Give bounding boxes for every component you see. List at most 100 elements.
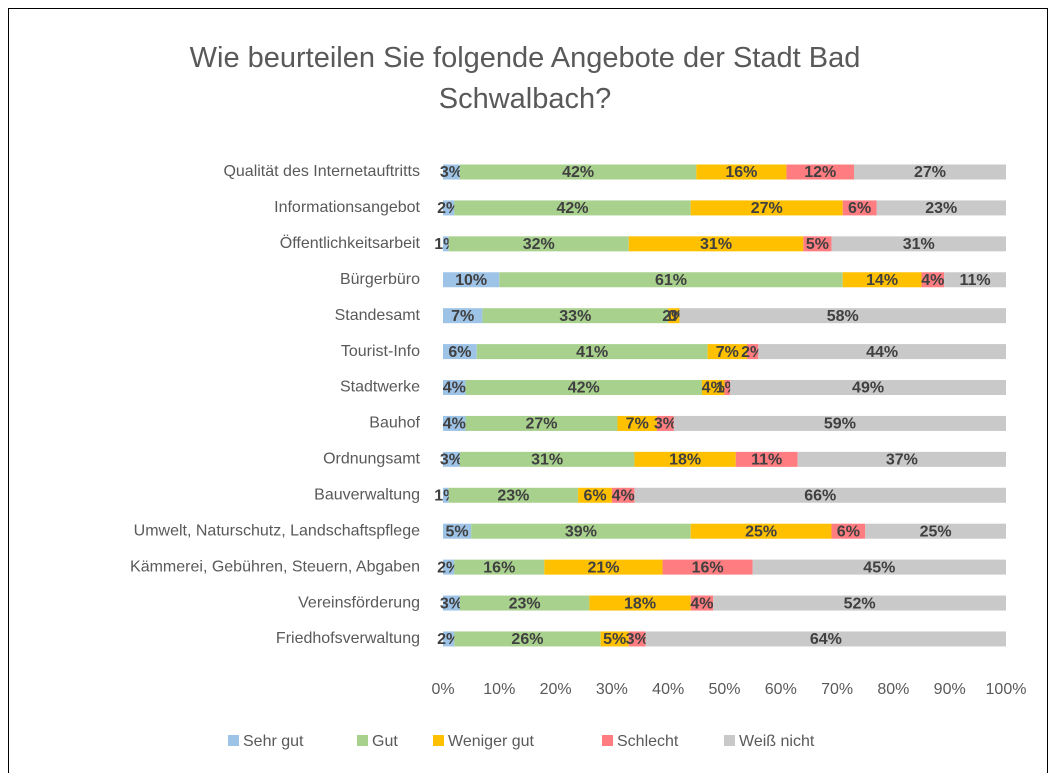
bar-segment <box>459 164 697 180</box>
data-label: 31% <box>531 452 563 469</box>
data-label: 4% <box>443 380 466 397</box>
data-label: 3% <box>440 452 463 469</box>
data-label: 7% <box>626 416 649 433</box>
bar-segment <box>701 380 725 396</box>
data-label: 42% <box>568 380 600 397</box>
data-label: 4% <box>612 487 635 504</box>
y-tick-label: Stadtwerke <box>340 379 420 396</box>
bar-segment <box>465 415 618 431</box>
bar-segment <box>443 236 449 252</box>
data-label: 58% <box>827 308 859 325</box>
bar-segment <box>713 595 1006 611</box>
bar-segment <box>454 631 601 647</box>
bar-segment <box>443 595 460 611</box>
y-tick-label: Informationsangebot <box>274 199 420 216</box>
bar-segment <box>842 272 922 288</box>
data-label: 21% <box>587 559 619 576</box>
y-tick-label: Qualität des Internetauftritts <box>223 163 420 180</box>
bar-segment <box>730 380 1006 396</box>
bar-segment <box>634 451 736 467</box>
bar-segment <box>668 308 680 324</box>
data-label: 39% <box>565 523 597 540</box>
legend-swatch <box>724 735 735 746</box>
bar-segment <box>476 344 708 360</box>
bar-segment <box>454 200 691 216</box>
bar-segment <box>662 559 753 575</box>
bar-segment <box>482 308 669 324</box>
bar-segment <box>443 308 483 324</box>
bar-segment <box>611 487 635 503</box>
data-label: 3% <box>440 164 463 181</box>
legend-label: Gut <box>372 733 398 750</box>
bar-segment <box>448 487 579 503</box>
bar-segment <box>459 451 635 467</box>
data-label: 42% <box>556 200 588 217</box>
data-label: 18% <box>624 595 656 612</box>
y-tick-label: Bauverwaltung <box>314 486 420 503</box>
bar-segment <box>724 380 731 396</box>
bar-segment <box>443 344 477 360</box>
data-label: 3% <box>440 595 463 612</box>
data-label: 23% <box>925 200 957 217</box>
bar-segment <box>443 451 460 467</box>
x-tick-label: 60% <box>765 681 797 698</box>
bar-segment <box>690 200 843 216</box>
legend-label: Weniger gut <box>448 733 535 750</box>
data-label: 25% <box>745 523 777 540</box>
bar-segment <box>600 631 629 647</box>
chart-frame <box>8 8 1048 773</box>
x-tick-label: 30% <box>596 681 628 698</box>
bar-segment <box>471 523 691 539</box>
legend-label: Sehr gut <box>243 733 304 750</box>
data-label: 64% <box>810 631 842 648</box>
data-label: 49% <box>852 380 884 397</box>
data-label: 37% <box>886 452 918 469</box>
bar-segment <box>797 451 1006 467</box>
bar-segment <box>735 451 798 467</box>
legend-swatch <box>228 735 239 746</box>
bar-segment <box>499 272 843 288</box>
bar-segment <box>679 308 1006 324</box>
bar-segment <box>645 631 1006 647</box>
bar-segment <box>690 523 832 539</box>
bar-segment <box>656 415 674 431</box>
data-label: 6% <box>583 487 606 504</box>
data-label: 11% <box>751 452 782 469</box>
bar-segment <box>673 415 1006 431</box>
bar-segment <box>696 164 787 180</box>
x-tick-label: 40% <box>652 681 684 698</box>
data-label: 18% <box>669 452 701 469</box>
data-label: 7% <box>716 344 739 361</box>
bar-segment <box>454 559 545 575</box>
data-label: 16% <box>483 559 515 576</box>
data-label: 6% <box>448 344 471 361</box>
y-tick-label: Umwelt, Naturschutz, Landschaftspflege <box>134 522 420 539</box>
data-label: 52% <box>844 595 876 612</box>
data-label: 44% <box>866 344 898 361</box>
bar-segment <box>443 487 449 503</box>
bar-segment <box>448 236 629 252</box>
bar-segment <box>752 559 1006 575</box>
x-tick-label: 90% <box>934 681 966 698</box>
data-label: 4% <box>443 416 466 433</box>
data-label: 12% <box>804 164 836 181</box>
bar-segment <box>443 380 466 396</box>
bar-segment <box>876 200 1006 216</box>
data-label: 66% <box>804 487 836 504</box>
bar-segment <box>747 344 759 360</box>
data-label: 27% <box>526 416 558 433</box>
bar-segment <box>544 559 663 575</box>
bar-segment <box>803 236 832 252</box>
bar-segment <box>443 200 455 216</box>
x-tick-label: 80% <box>877 681 909 698</box>
data-label: 6% <box>837 523 860 540</box>
data-label: 11% <box>959 272 990 289</box>
data-label: 3% <box>626 631 649 648</box>
y-tick-label: Standesamt <box>335 307 421 324</box>
legend-swatch <box>433 735 444 746</box>
bar-segment <box>944 272 1006 288</box>
bar-segment <box>443 272 500 288</box>
data-label: 16% <box>692 559 724 576</box>
data-label: 31% <box>903 236 935 253</box>
